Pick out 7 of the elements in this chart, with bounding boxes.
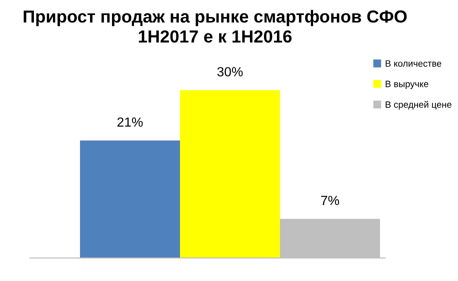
legend-label: В количестве: [386, 60, 442, 67]
chart-title: Прирост продаж на рынке смартфонов СФО 1H2017 е к 1H2016: [24, 10, 407, 43]
legend-label: В средней цене: [386, 100, 452, 110]
data-label: 21%: [117, 117, 143, 127]
legend-label: В выручке: [386, 80, 428, 90]
data-label: 30%: [217, 67, 243, 76]
data-label: 7%: [321, 196, 340, 206]
